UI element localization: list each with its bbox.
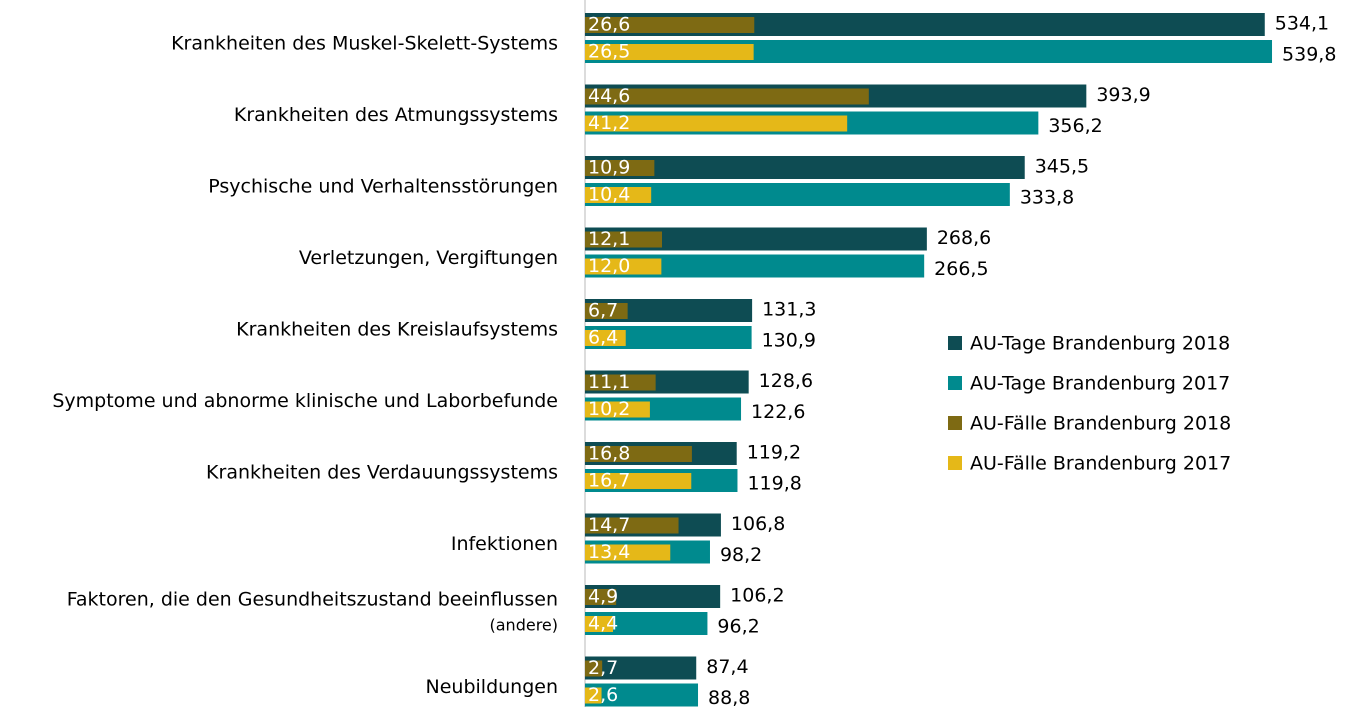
category-label: Neubildungen	[426, 676, 559, 698]
bar	[585, 656, 697, 680]
bar	[585, 17, 755, 33]
value-label: 12,0	[588, 255, 630, 277]
bar	[585, 303, 628, 319]
bar	[585, 227, 927, 251]
bar	[585, 44, 754, 60]
bar	[585, 156, 1025, 179]
value-label: 14,7	[588, 514, 630, 536]
value-label: 10,9	[588, 157, 630, 179]
value-label: 16,8	[588, 443, 630, 465]
category-label: Krankheiten des Atmungssystems	[234, 104, 558, 126]
value-label: 128,6	[759, 370, 813, 392]
bar	[585, 115, 848, 132]
legend-label: AU-Tage Brandenburg 2017	[970, 373, 1230, 395]
value-label: 12,1	[588, 228, 630, 250]
bar	[585, 374, 656, 391]
bar	[585, 612, 708, 635]
value-label: 10,2	[588, 398, 630, 420]
legend-swatch	[948, 336, 962, 350]
value-label: 88,8	[708, 687, 750, 707]
category-label: (andere)	[490, 616, 559, 635]
value-label: 356,2	[1048, 115, 1102, 137]
value-label: 13,4	[588, 541, 630, 563]
category-label: Krankheiten des Muskel-Skelett-Systems	[171, 33, 558, 55]
value-label: 106,8	[731, 513, 785, 535]
bar	[585, 687, 602, 704]
value-label: 2,7	[588, 657, 618, 679]
legend-swatch	[948, 376, 962, 390]
bar	[585, 187, 652, 203]
legend-label: AU-Tage Brandenburg 2018	[970, 333, 1230, 355]
value-label: 106,2	[730, 585, 784, 607]
bar	[585, 254, 925, 278]
value-label: 119,8	[747, 473, 801, 495]
bar	[585, 258, 662, 275]
value-label: 539,8	[1282, 44, 1336, 66]
bar	[585, 330, 626, 346]
value-label: 26,5	[588, 41, 630, 63]
bar	[585, 326, 752, 349]
value-label: 6,7	[588, 300, 618, 322]
value-label: 122,6	[751, 401, 805, 423]
bar	[585, 589, 617, 605]
value-label: 119,2	[747, 442, 801, 464]
bar	[585, 616, 613, 632]
bar	[585, 446, 692, 462]
legend-swatch	[948, 456, 962, 470]
category-label: Psychische und Verhaltensstörungen	[208, 176, 558, 198]
value-label: 4,9	[588, 586, 618, 608]
category-label: Infektionen	[451, 533, 558, 555]
bar	[585, 401, 650, 418]
bar	[585, 231, 662, 248]
bar	[585, 88, 869, 105]
category-label: Verletzungen, Vergiftungen	[299, 247, 558, 269]
value-label: 41,2	[588, 112, 630, 134]
value-label: 130,9	[762, 330, 816, 352]
value-label: 98,2	[720, 544, 762, 566]
bar	[585, 585, 721, 608]
value-label: 268,6	[937, 227, 991, 249]
value-label: 96,2	[717, 616, 759, 638]
bar	[585, 517, 679, 534]
category-label: Symptome und abnorme klinische und Labor…	[52, 390, 558, 412]
value-label: 6,4	[588, 327, 618, 349]
value-label: 333,8	[1020, 187, 1074, 209]
value-label: 87,4	[706, 656, 748, 678]
value-label: 16,7	[588, 470, 630, 492]
value-label: 131,3	[762, 299, 816, 321]
bar	[585, 160, 655, 176]
value-label: 26,6	[588, 14, 630, 36]
value-label: 266,5	[934, 258, 988, 280]
bar	[585, 40, 1273, 63]
bar	[585, 660, 603, 677]
bar	[585, 473, 692, 489]
category-label: Faktoren, die den Gesundheitszustand bee…	[67, 589, 558, 611]
value-label: 10,4	[588, 184, 630, 206]
bar	[585, 544, 671, 561]
value-label: 4,4	[588, 613, 618, 635]
value-label: 393,9	[1096, 84, 1150, 106]
value-label: 534,1	[1275, 13, 1329, 35]
legend-label: AU-Fälle Brandenburg 2018	[970, 413, 1231, 435]
bar	[585, 183, 1010, 206]
bar	[585, 683, 699, 707]
value-label: 345,5	[1035, 156, 1089, 178]
value-label: 2,6	[588, 684, 618, 706]
legend-swatch	[948, 416, 962, 430]
value-label: 44,6	[588, 85, 630, 107]
value-label: 11,1	[588, 371, 630, 393]
category-label: Krankheiten des Verdauungssystems	[206, 462, 558, 484]
category-label: Krankheiten des Kreislaufsystems	[236, 319, 558, 341]
bar	[585, 13, 1265, 36]
legend-label: AU-Fälle Brandenburg 2017	[970, 453, 1231, 475]
